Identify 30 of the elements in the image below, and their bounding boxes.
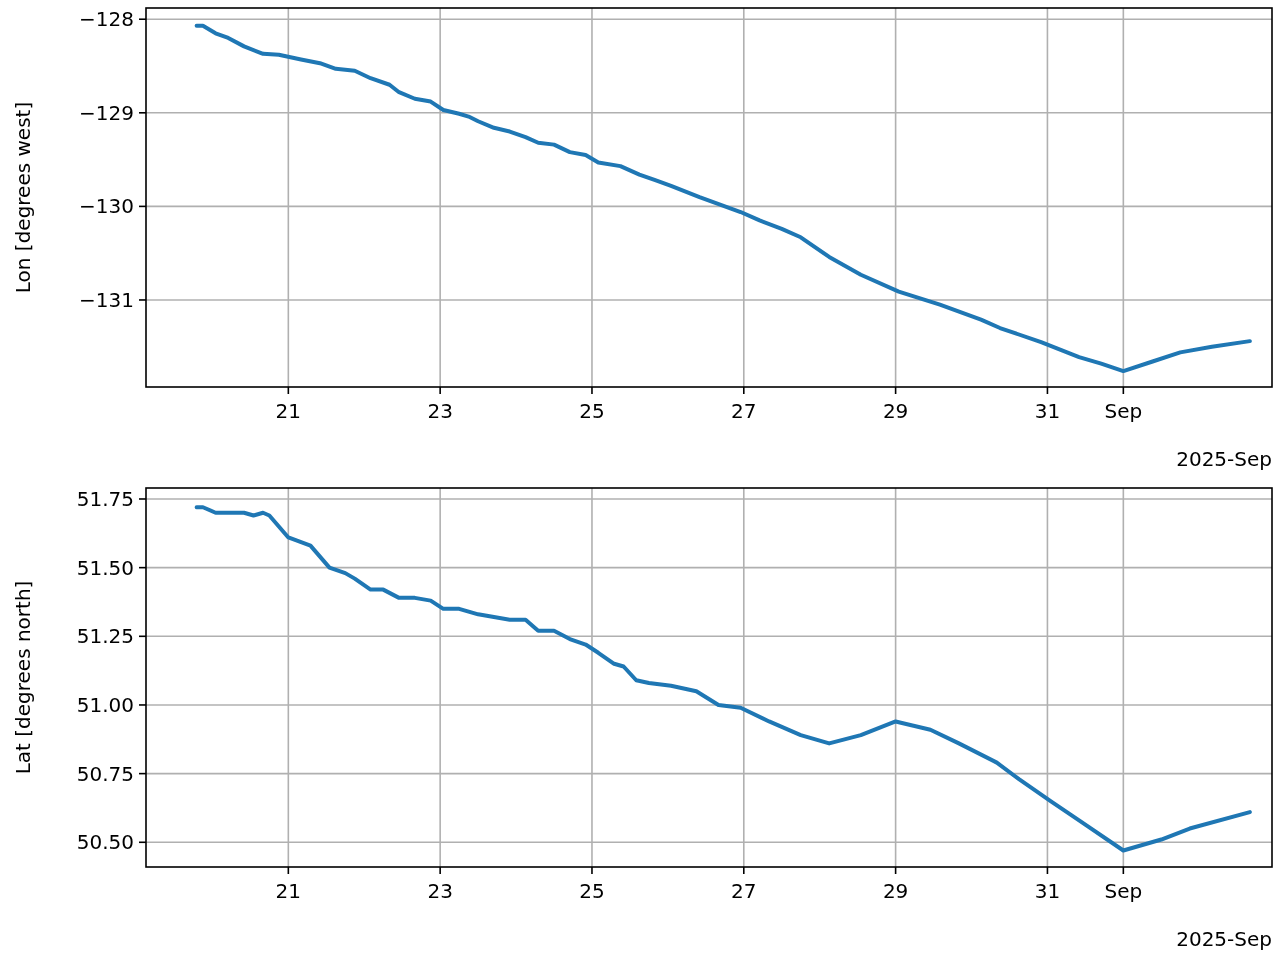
x-tick-label: 21 xyxy=(275,879,302,903)
x-tick-label: Sep xyxy=(1104,399,1143,423)
x-tick-label: 27 xyxy=(731,879,757,903)
x-tick-label: 25 xyxy=(579,879,605,903)
x-tick-label: 23 xyxy=(427,399,453,423)
y-tick-label: 51.50 xyxy=(76,555,134,580)
y-tick-label: −129 xyxy=(79,100,134,125)
y-tick-label: 51.00 xyxy=(76,692,134,717)
y-tick-label: 51.75 xyxy=(76,486,134,511)
x-tick-label: 23 xyxy=(427,879,453,903)
y-tick-label: −128 xyxy=(79,7,134,32)
line-series xyxy=(194,23,1252,374)
y-tick-label: 51.25 xyxy=(76,624,134,649)
text: 2025-Sep xyxy=(1176,447,1272,471)
x-tick-label: 25 xyxy=(579,399,605,423)
y-tick-label: −131 xyxy=(79,287,134,312)
y-tick-label: −130 xyxy=(79,194,134,219)
x-tick-label: 27 xyxy=(731,399,757,423)
x-tick-label: Sep xyxy=(1104,879,1143,903)
line-series xyxy=(194,505,1252,853)
x-tick-label: 31 xyxy=(1034,399,1061,423)
text: 2025-Sep xyxy=(1176,927,1272,951)
y-tick-label: 50.75 xyxy=(76,761,134,786)
y-axis-title: Lon [degrees west] xyxy=(11,101,35,294)
y-axis-title: Lat [degrees north] xyxy=(11,580,35,775)
x-tick-label: 29 xyxy=(882,399,909,423)
x-tick-label: 29 xyxy=(882,879,909,903)
x-tick-label: 21 xyxy=(275,399,302,423)
x-tick-label: 31 xyxy=(1034,879,1061,903)
y-tick-label: 50.50 xyxy=(76,830,134,855)
